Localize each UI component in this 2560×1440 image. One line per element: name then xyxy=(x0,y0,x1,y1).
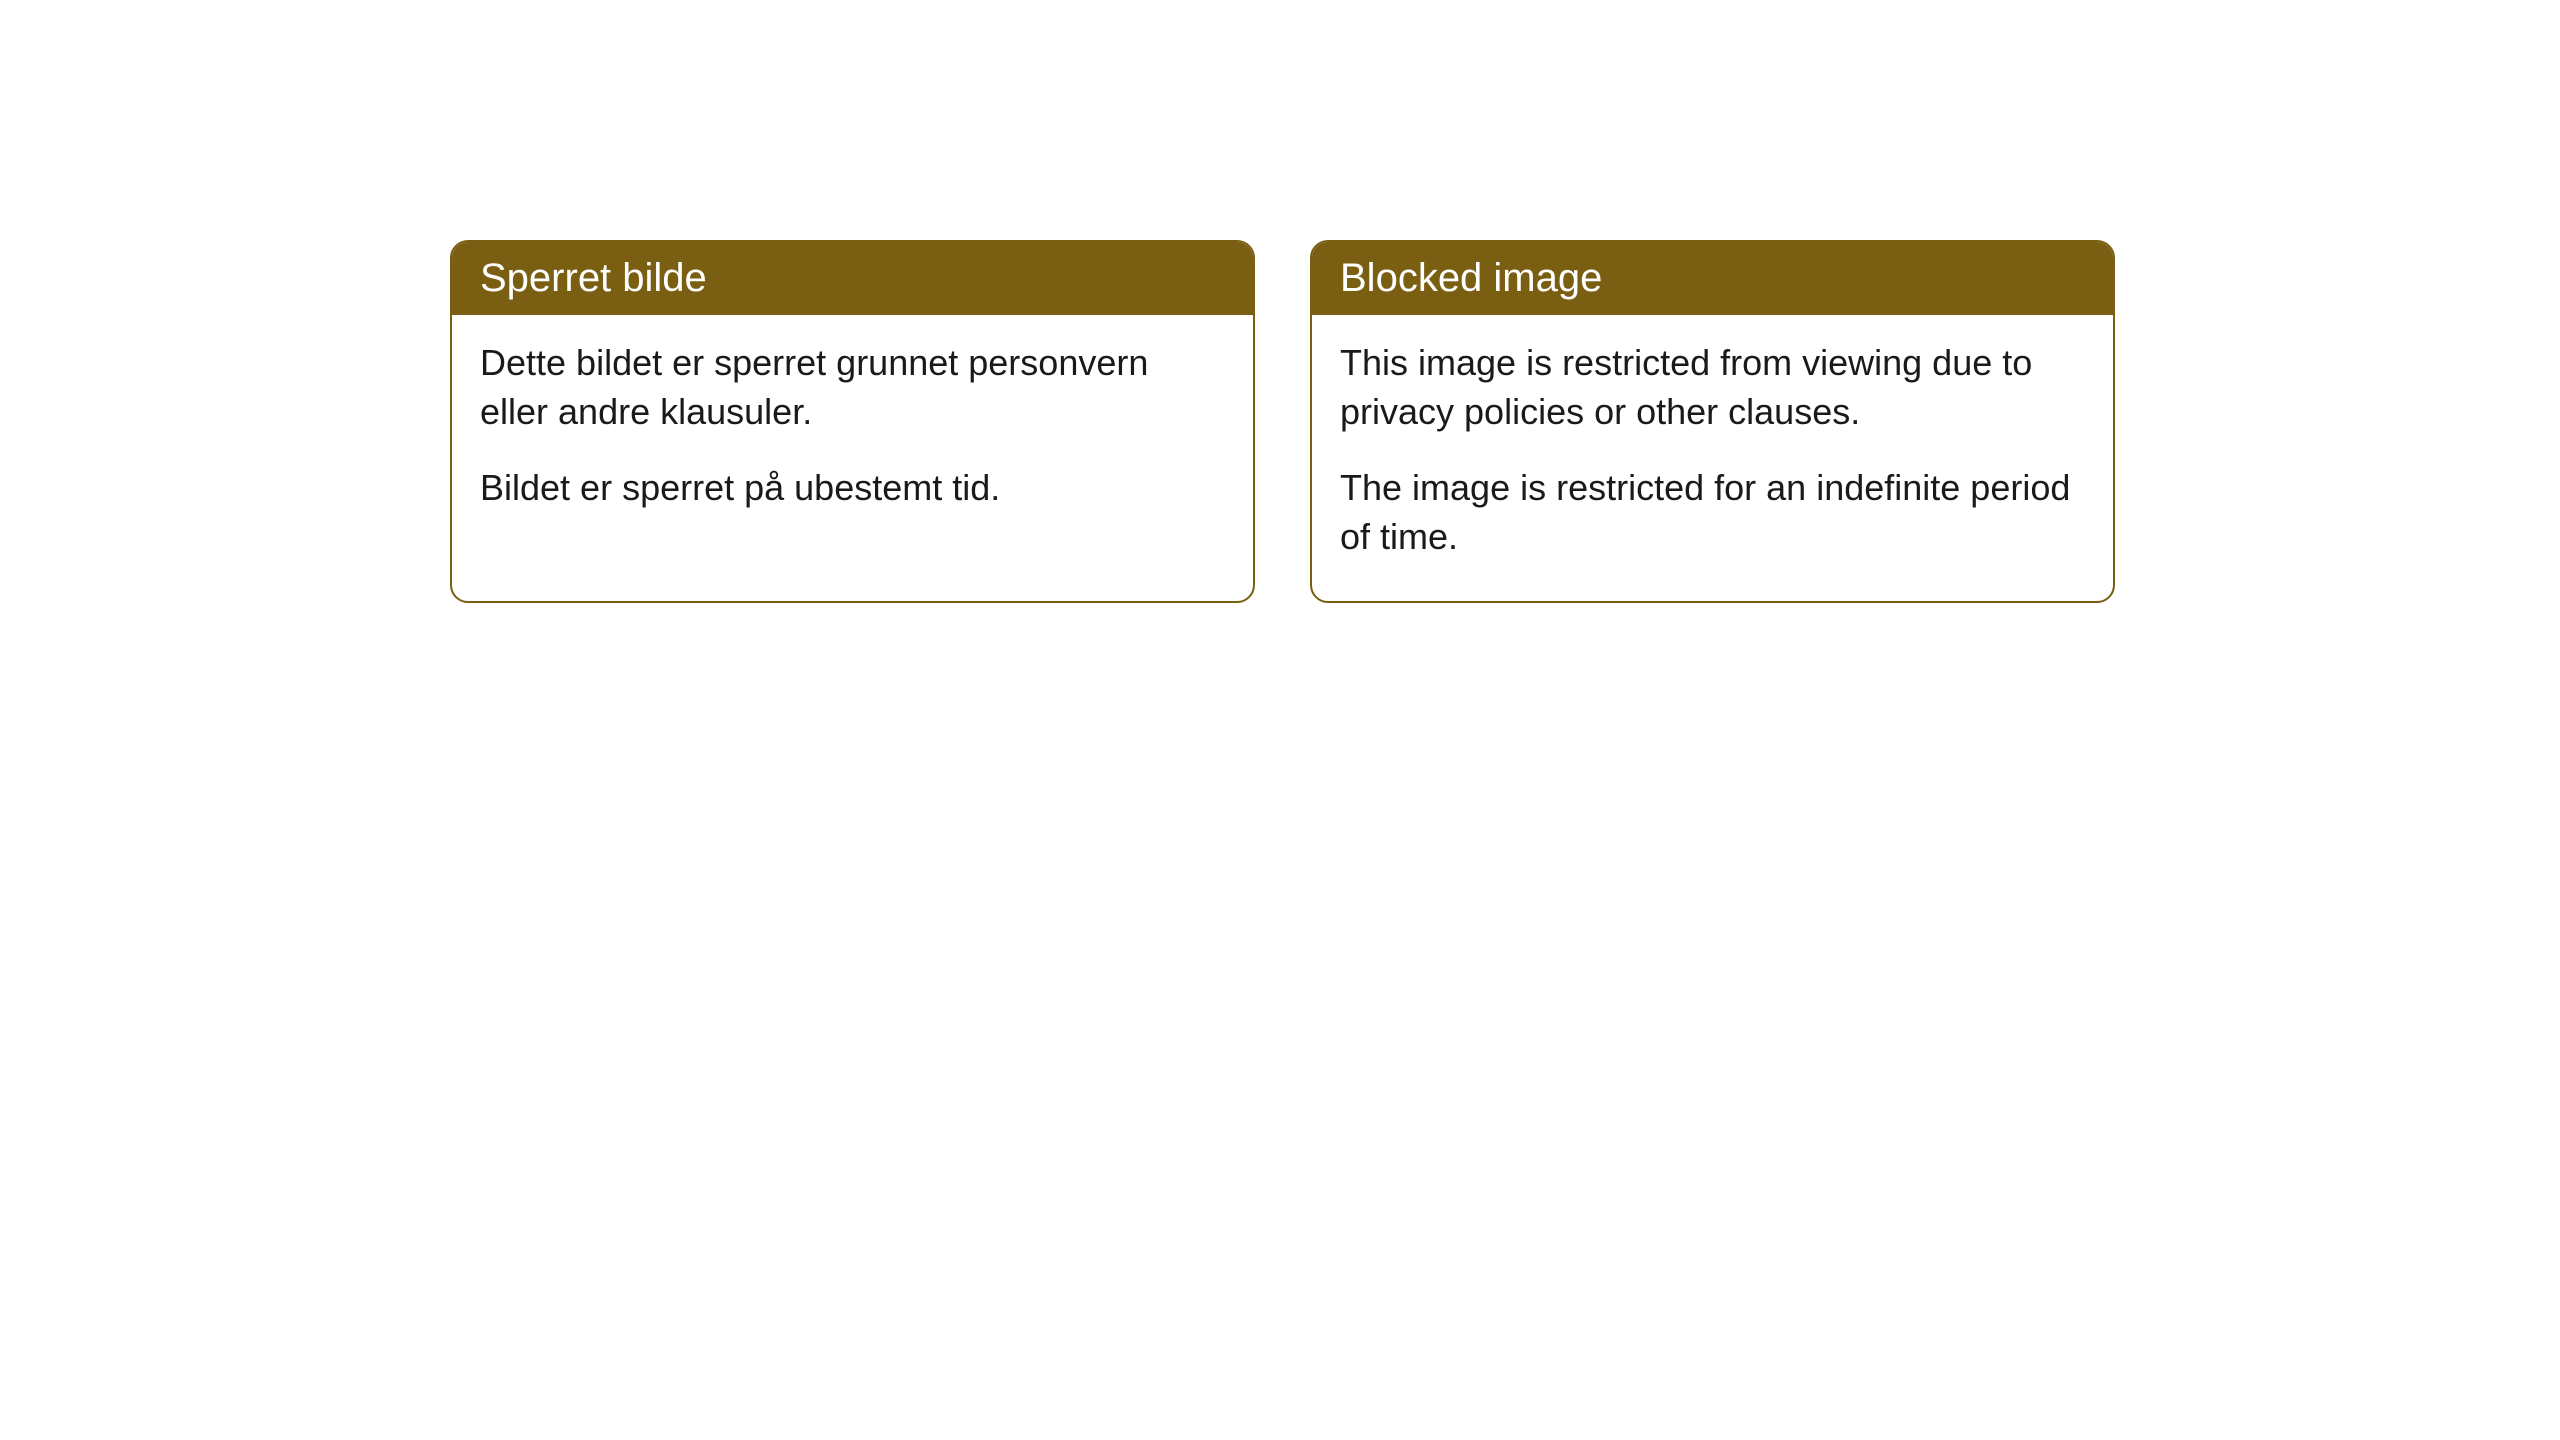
card-body-en: This image is restricted from viewing du… xyxy=(1312,315,2113,601)
card-title-no: Sperret bilde xyxy=(480,256,707,300)
notice-cards-container: Sperret bilde Dette bildet er sperret gr… xyxy=(450,240,2560,603)
card-paragraph-no-1: Dette bildet er sperret grunnet personve… xyxy=(480,339,1225,436)
card-paragraph-no-2: Bildet er sperret på ubestemt tid. xyxy=(480,464,1225,513)
card-paragraph-en-2: The image is restricted for an indefinit… xyxy=(1340,464,2085,561)
blocked-image-card-en: Blocked image This image is restricted f… xyxy=(1310,240,2115,603)
card-header-en: Blocked image xyxy=(1312,242,2113,315)
blocked-image-card-no: Sperret bilde Dette bildet er sperret gr… xyxy=(450,240,1255,603)
card-header-no: Sperret bilde xyxy=(452,242,1253,315)
card-body-no: Dette bildet er sperret grunnet personve… xyxy=(452,315,1253,553)
card-title-en: Blocked image xyxy=(1340,256,1602,300)
card-paragraph-en-1: This image is restricted from viewing du… xyxy=(1340,339,2085,436)
